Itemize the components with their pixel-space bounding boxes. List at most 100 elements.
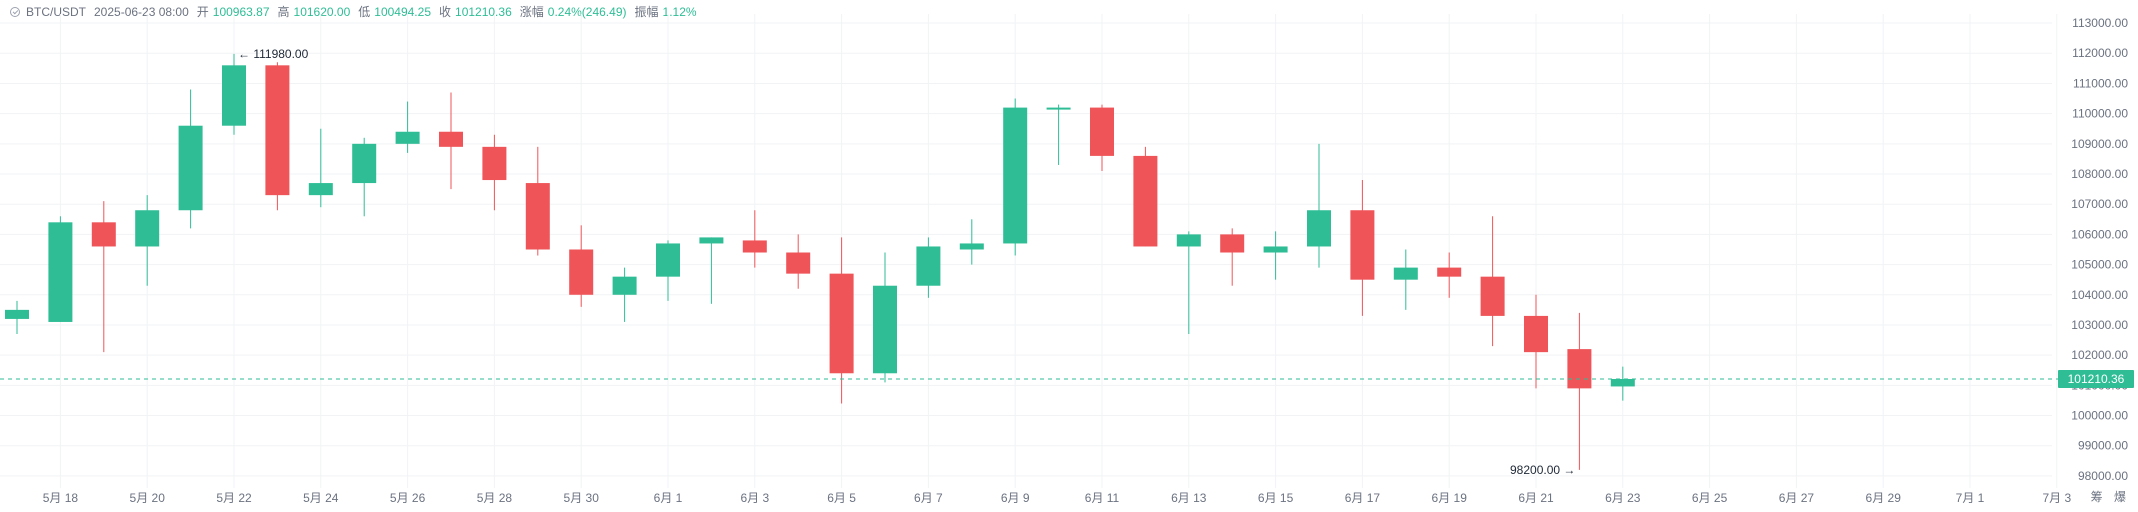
candle-body [1610, 379, 1635, 387]
y-tick-label: 102000.00 [2071, 348, 2128, 362]
x-tick-label: 6月 5 [827, 491, 856, 505]
x-tick-label: 6月 3 [740, 491, 769, 505]
y-tick-label: 99000.00 [2078, 439, 2128, 453]
candle-body [1220, 234, 1245, 253]
axis-tools: 筹 爆 [2083, 488, 2126, 505]
x-tick-label: 5月 26 [390, 491, 426, 505]
candle-body [1307, 210, 1331, 247]
amplitude-value: 1.12% [662, 4, 697, 19]
candle-body [352, 143, 377, 184]
x-tick-label: 6月 27 [1779, 491, 1815, 505]
candle-body [1176, 234, 1201, 247]
candle-body [612, 276, 637, 295]
x-tick-label: 6月 11 [1085, 491, 1120, 505]
candle-body [1090, 107, 1114, 156]
candle-body [48, 222, 73, 322]
high-value: 101620.00 [293, 4, 351, 19]
candle-body [1133, 155, 1158, 247]
candle-body [1437, 267, 1462, 277]
candle-body [873, 285, 897, 374]
y-tick-label: 104000.00 [2071, 288, 2128, 302]
open-label: 开 [196, 5, 209, 19]
x-tick-label: 6月 13 [1171, 491, 1207, 505]
check-circle-icon [10, 6, 20, 17]
close-label: 收 [439, 5, 452, 19]
ohlc-info-bar: BTC/USDT 2025-06-23 08:00 开 100963.87 高 … [10, 3, 697, 20]
candle-body [525, 183, 550, 250]
x-tick-label: 6月 15 [1258, 491, 1294, 505]
x-tick-label: 5月 24 [303, 491, 339, 505]
low-value: 100494.25 [374, 4, 431, 19]
low-label: 低 [358, 5, 371, 19]
candle-body [91, 222, 116, 247]
y-tick-label: 110000.00 [2072, 107, 2128, 121]
x-tick-label: 7月 3 [2042, 491, 2071, 505]
candle-body [742, 240, 767, 253]
change-label: 涨幅 [519, 5, 544, 19]
y-tick-label: 111000.00 [2073, 76, 2128, 90]
open-value: 100963.87 [212, 4, 270, 19]
x-tick-label: 5月 20 [130, 491, 166, 505]
candle-body [829, 273, 854, 374]
liquidation-mode-button[interactable]: 爆 [2113, 490, 2126, 504]
x-tick-label: 6月 9 [1001, 491, 1030, 505]
candle-body [959, 243, 984, 250]
y-tick-label: 113000.00 [2072, 16, 2128, 30]
candle-body [786, 252, 811, 274]
chart-grid [0, 14, 2058, 488]
candles [5, 53, 1635, 470]
x-tick-label: 6月 29 [1866, 491, 1902, 505]
x-tick-label: 5月 18 [43, 491, 79, 505]
candle-body [1393, 267, 1418, 280]
y-tick-label: 108000.00 [2071, 167, 2128, 181]
x-tick-label: 5月 30 [564, 491, 600, 505]
candle-body [1046, 107, 1071, 110]
extreme-price-label: ← 111980.00 [238, 47, 309, 61]
candle-body [916, 246, 941, 286]
candle-body [1003, 107, 1028, 244]
y-tick-label: 109000.00 [2071, 137, 2128, 151]
x-tick-label: 6月 17 [1345, 491, 1381, 505]
candle-body [439, 131, 463, 147]
candle-body [1263, 246, 1288, 253]
candle-body [1480, 276, 1505, 316]
candle-body [308, 183, 333, 196]
x-tick-label: 6月 21 [1518, 491, 1554, 505]
amplitude-label: 振幅 [634, 5, 659, 19]
candle-body [5, 309, 29, 319]
chip-mode-button[interactable]: 筹 [2090, 490, 2103, 504]
x-tick-label: 5月 28 [477, 491, 513, 505]
candle-body [222, 65, 246, 126]
symbol-label: BTC/USDT [26, 4, 86, 19]
y-tick-label: 105000.00 [2071, 258, 2128, 272]
x-tick-label: 7月 1 [1956, 491, 1985, 505]
candle-body [482, 146, 507, 181]
candle-body [699, 237, 724, 244]
x-tick-label: 6月 19 [1432, 491, 1468, 505]
candle-body [1524, 315, 1548, 353]
candle-body [265, 65, 290, 196]
x-tick-label: 6月 7 [914, 491, 943, 505]
last-price-tag [2058, 369, 2134, 388]
extreme-price-label: 98200.00 → [1510, 463, 1575, 477]
last-price-label: 101210.36 [2068, 372, 2125, 386]
close-value: 101210.36 [455, 4, 512, 19]
change-value: 0.24%(246.49) [547, 4, 627, 19]
x-axis: 5月 18 5月 20 5月 22 5月 24 5月 26 5月 28 5月 30 6月 1 6… [43, 491, 2072, 505]
candle-body [395, 131, 420, 144]
candle-body [1350, 210, 1375, 280]
candle-body [569, 249, 594, 295]
x-tick-label: 6月 1 [654, 491, 683, 505]
candle-body [178, 125, 203, 211]
y-tick-label: 112000.00 [2072, 46, 2128, 60]
x-tick-label: 6月 23 [1605, 491, 1641, 505]
chart-annotations: 101210.36 ← 111980.00 98200.00 → [0, 47, 2134, 477]
x-tick-label: 6月 25 [1692, 491, 1728, 505]
y-tick-label: 100000.00 [2071, 409, 2128, 423]
y-tick-label: 107000.00 [2071, 197, 2128, 211]
candle-datetime: 2025-06-23 08:00 [94, 4, 189, 19]
candle-body [656, 243, 680, 277]
high-label: 高 [277, 5, 290, 19]
y-tick-label: 103000.00 [2071, 318, 2128, 332]
